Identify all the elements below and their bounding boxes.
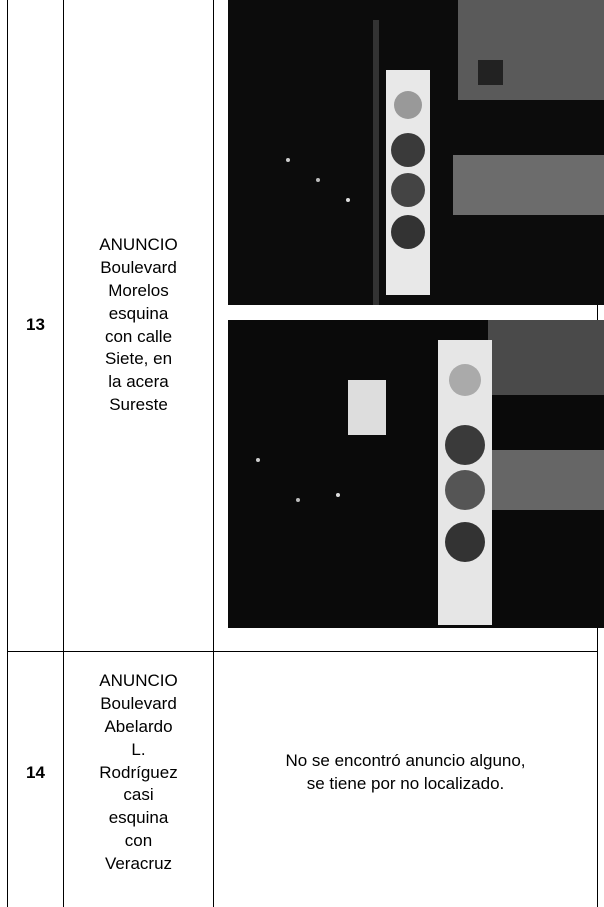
text-line: L.	[131, 739, 146, 759]
text-line: Morelos	[108, 280, 169, 300]
border	[213, 0, 214, 907]
text-line: Abelardo	[104, 717, 173, 736]
text-line: esquina	[108, 808, 169, 828]
location: ANUNCIO Boulevard Morelos esquina con calle S…	[64, 0, 213, 651]
text-line: esquina	[108, 303, 169, 323]
text-line: Boulevard	[100, 694, 177, 714]
text-line: la acera	[108, 372, 169, 392]
text-line: se tiene por no localizado.	[306, 774, 505, 793]
text-line: ANUNCIO	[99, 235, 178, 255]
text-line: Rodríguez	[99, 762, 178, 782]
text-line: Veracruz	[104, 853, 173, 873]
border	[7, 651, 598, 652]
text-line: No se encontró anuncio alguno,	[285, 751, 526, 771]
text-line: con calle	[104, 326, 173, 346]
text-line: ANUNCIO	[99, 671, 178, 691]
photo	[228, 0, 604, 305]
text-line: Boulevard	[100, 258, 177, 278]
row-number: 13	[26, 315, 45, 335]
text-line: casi	[123, 785, 154, 805]
result: No se encontró anuncio alguno, se tiene p…	[214, 652, 597, 894]
row-number: 14	[26, 762, 45, 782]
text-line: con	[124, 830, 153, 850]
text-line: Sureste	[109, 394, 168, 414]
location: ANUNCIO Boulevard Abelardo L. Rodríguez casi e…	[64, 652, 213, 894]
photo	[228, 320, 604, 628]
border	[63, 0, 64, 907]
border	[7, 0, 8, 907]
text-line: Siete, en	[104, 349, 173, 369]
